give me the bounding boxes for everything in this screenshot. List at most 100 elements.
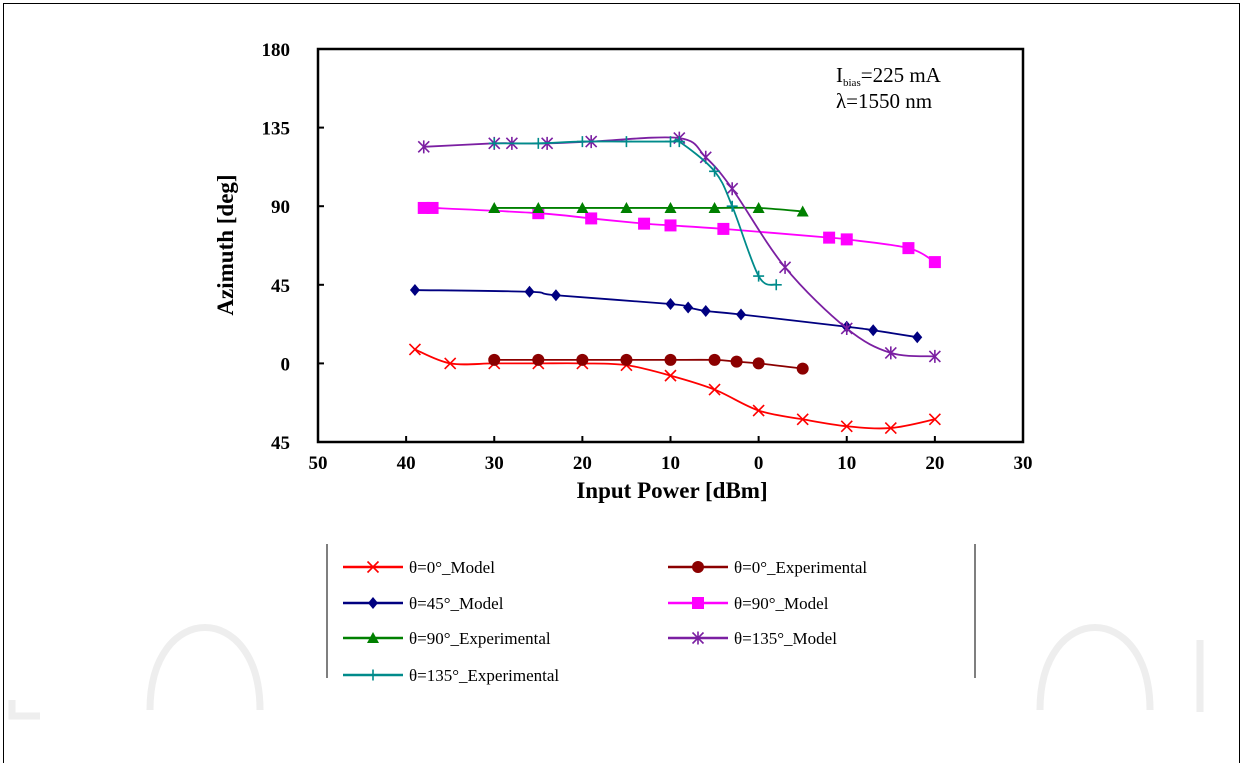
x-axis: 50 40 30 20 10 0 10 20 30 bbox=[309, 436, 1033, 474]
data-point bbox=[928, 413, 941, 426]
data-point bbox=[532, 201, 545, 213]
legend-label: θ=45°_Model bbox=[409, 594, 504, 613]
legend-label: θ=0°_Model bbox=[409, 558, 495, 577]
y-tick-label: 135 bbox=[262, 119, 291, 140]
legend-item: θ=90°_Model bbox=[668, 594, 829, 613]
legend-label: θ=135°_Experimental bbox=[409, 666, 559, 685]
data-point bbox=[902, 242, 915, 255]
data-point bbox=[928, 256, 941, 269]
data-point bbox=[417, 140, 430, 154]
data-point bbox=[796, 362, 809, 375]
data-point bbox=[884, 346, 897, 360]
legend-marker bbox=[367, 632, 379, 643]
legend-marker bbox=[366, 560, 380, 574]
data-point bbox=[532, 353, 545, 366]
legend-item: θ=135°_Experimental bbox=[343, 666, 559, 685]
data-point bbox=[664, 201, 677, 213]
data-point bbox=[770, 279, 782, 291]
y-tick-label: 45 bbox=[271, 433, 290, 454]
data-point bbox=[708, 383, 721, 396]
figure-frame bbox=[3, 3, 1240, 763]
legend-item: θ=90°_Experimental bbox=[343, 629, 551, 648]
data-point bbox=[576, 136, 588, 148]
data-point bbox=[444, 357, 457, 370]
legend-marker bbox=[368, 597, 378, 609]
legend-label: θ=90°_Experimental bbox=[409, 629, 551, 648]
data-point bbox=[708, 201, 721, 213]
legend-marker bbox=[692, 597, 704, 609]
data-point bbox=[796, 205, 809, 217]
legend-label: θ=135°_Model bbox=[734, 629, 837, 648]
legend-item: θ=135°_Model bbox=[668, 629, 837, 648]
data-point bbox=[912, 331, 923, 344]
annotation-bias: Ibias=225 mA bbox=[836, 63, 942, 89]
data-point bbox=[426, 201, 439, 214]
x-tick-label: 20 bbox=[925, 453, 944, 474]
data-point bbox=[665, 298, 676, 311]
series-line bbox=[494, 138, 777, 286]
annotation-bias-value: =225 mA bbox=[861, 63, 942, 87]
data-point bbox=[726, 200, 738, 212]
data-point bbox=[717, 222, 730, 235]
data-point bbox=[752, 357, 765, 370]
series-2 bbox=[488, 353, 809, 375]
annotation-bias-sub: bias bbox=[843, 77, 861, 89]
x-tick-label: 20 bbox=[573, 453, 592, 474]
data-point bbox=[730, 355, 743, 368]
data-point bbox=[752, 404, 765, 417]
annotation-bias-main: I bbox=[836, 63, 843, 87]
legend-item: θ=0°_Model bbox=[343, 558, 495, 577]
data-point bbox=[708, 353, 721, 366]
x-tick-label: 30 bbox=[1014, 453, 1033, 474]
legend-label: θ=90°_Model bbox=[734, 594, 829, 613]
data-point bbox=[550, 289, 561, 302]
watermark-logo bbox=[8, 624, 1204, 720]
x-tick-label: 40 bbox=[397, 453, 416, 474]
legend: θ=0°_Model θ=0°_Experimental θ=45°_Model θ=… bbox=[326, 544, 976, 685]
data-point bbox=[664, 353, 677, 366]
data-point bbox=[840, 321, 853, 335]
legend-item: θ=45°_Model bbox=[343, 594, 504, 613]
data-point bbox=[408, 343, 422, 356]
x-tick-label: 50 bbox=[309, 453, 328, 474]
data-point bbox=[664, 369, 677, 382]
line-chart: 180 135 90 45 0 45 50 40 30 20 10 0 10 20 30 Input Po… bbox=[213, 40, 1033, 685]
legend-marker bbox=[367, 669, 379, 681]
data-point bbox=[726, 182, 739, 196]
data-point bbox=[673, 136, 685, 148]
data-point bbox=[928, 349, 941, 363]
series-3 bbox=[409, 284, 923, 344]
data-point bbox=[823, 231, 836, 244]
data-point bbox=[884, 421, 897, 435]
data-point bbox=[620, 201, 633, 213]
x-tick-label: 10 bbox=[837, 453, 856, 474]
legend-marker bbox=[692, 561, 704, 573]
data-point bbox=[488, 201, 501, 213]
data-point bbox=[620, 353, 633, 366]
legend-label: θ=0°_Experimental bbox=[734, 558, 867, 577]
series-line bbox=[494, 206, 803, 213]
legend-item: θ=0°_Experimental bbox=[668, 558, 867, 577]
series-5 bbox=[488, 201, 809, 217]
y-tick-label: 90 bbox=[271, 197, 290, 218]
data-point bbox=[868, 324, 879, 337]
data-point bbox=[488, 353, 501, 366]
y-tick-label: 0 bbox=[281, 354, 291, 375]
data-point bbox=[840, 420, 853, 433]
data-point bbox=[488, 137, 500, 149]
data-point bbox=[700, 305, 711, 317]
x-axis-title: Input Power [dBm] bbox=[576, 478, 767, 503]
legend-marker bbox=[691, 631, 705, 645]
data-point bbox=[576, 201, 589, 213]
data-point bbox=[664, 219, 677, 232]
data-point bbox=[524, 285, 535, 298]
data-point bbox=[796, 413, 809, 426]
data-point bbox=[752, 201, 765, 213]
data-point bbox=[585, 212, 598, 225]
annotation-wavelength: λ=1550 nm bbox=[836, 89, 932, 113]
series-layer bbox=[408, 131, 941, 435]
data-point bbox=[620, 136, 632, 148]
y-axis: 180 135 90 45 0 45 bbox=[262, 40, 324, 454]
data-point bbox=[709, 165, 721, 177]
y-tick-label: 45 bbox=[271, 276, 290, 297]
